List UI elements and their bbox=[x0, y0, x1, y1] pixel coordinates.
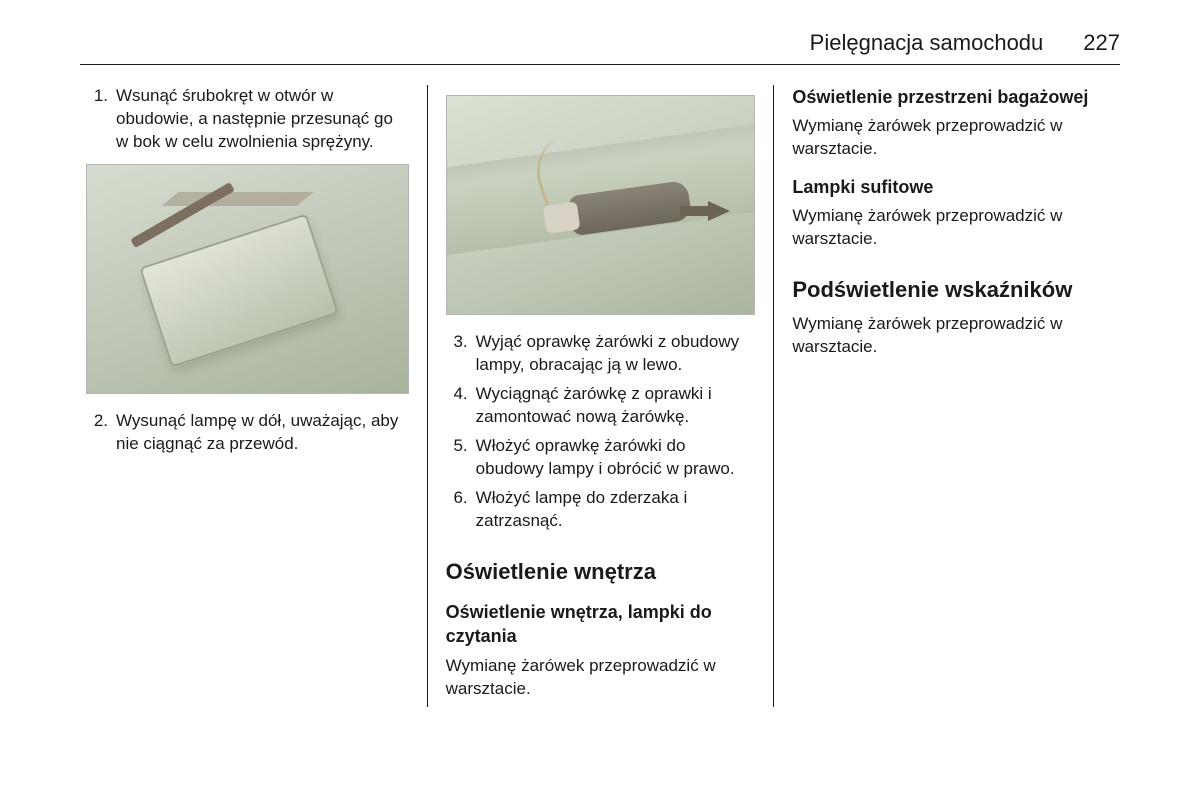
column-3: Oświetlenie przestrzeni bagażowej Wymian… bbox=[773, 85, 1120, 707]
column-1: 1. Wsunąć śrubokręt w otwór w obudowie, … bbox=[80, 85, 427, 707]
subsection-heading-load-compartment: Oświetlenie przestrzeni bagażowej bbox=[792, 85, 1114, 109]
list-item: 1. Wsunąć śrubokręt w otwór w obudowie, … bbox=[86, 85, 409, 154]
figure-decor bbox=[139, 213, 339, 367]
list-item: 4. Wyciągnąć żarówkę z oprawki i zamonto… bbox=[446, 383, 756, 429]
step-number: 1. bbox=[86, 85, 108, 154]
step-number: 4. bbox=[446, 383, 468, 429]
subsection-heading-courtesy-lights: Lampki sufitowe bbox=[792, 175, 1114, 199]
step-text: Wysunąć lampę w dół, uważając, aby nie c… bbox=[116, 410, 409, 456]
steps-list-a-cont: 2. Wysunąć lampę w dół, uważając, aby ni… bbox=[86, 410, 409, 456]
step-text: Włożyć oprawkę żarówki do obudowy lampy … bbox=[476, 435, 756, 481]
body-text: Wymianę żarówek przeprowadzić w warsztac… bbox=[446, 655, 756, 701]
page-header: Pielęgnacja samochodu 227 bbox=[80, 30, 1120, 65]
step-text: Wyjąć oprawkę żarówki z obudowy lampy, o… bbox=[476, 331, 756, 377]
body-text: Wymianę żarówek przeprowadzić w warsztac… bbox=[792, 205, 1114, 251]
figure-decor bbox=[162, 192, 313, 206]
list-item: 6. Włożyć lampę do zderzaka i zatrzasnąć… bbox=[446, 487, 756, 533]
step-number: 3. bbox=[446, 331, 468, 377]
step-number: 2. bbox=[86, 410, 108, 456]
list-item: 5. Włożyć oprawkę żarówki do obudowy lam… bbox=[446, 435, 756, 481]
subsection-heading-reading-lights: Oświetlenie wnętrza, lampki do czytania bbox=[446, 600, 756, 649]
step-text: Wsunąć śrubokręt w otwór w obudowie, a n… bbox=[116, 85, 409, 154]
content-columns: 1. Wsunąć śrubokręt w otwór w obudowie, … bbox=[80, 85, 1120, 707]
body-text: Wymianę żarówek przeprowadzić w warsztac… bbox=[792, 115, 1114, 161]
arrow-right-icon bbox=[708, 201, 730, 221]
figure-remove-lens bbox=[86, 164, 409, 394]
list-item: 3. Wyjąć oprawkę żarówki z obudowy lampy… bbox=[446, 331, 756, 377]
section-heading-interior-lighting: Oświetlenie wnętrza bbox=[446, 557, 756, 587]
manual-page: Pielęgnacja samochodu 227 1. Wsunąć śrub… bbox=[0, 0, 1200, 737]
step-text: Wyciągnąć żarówkę z oprawki i zamontować… bbox=[476, 383, 756, 429]
step-number: 6. bbox=[446, 487, 468, 533]
steps-list-b: 3. Wyjąć oprawkę żarówki z obudowy lampy… bbox=[446, 331, 756, 533]
list-item: 2. Wysunąć lampę w dół, uważając, aby ni… bbox=[86, 410, 409, 456]
chapter-title: Pielęgnacja samochodu bbox=[810, 30, 1044, 56]
page-number: 227 bbox=[1083, 30, 1120, 56]
body-text: Wymianę żarówek przeprowadzić w warsztac… bbox=[792, 313, 1114, 359]
figure-remove-bulb-holder bbox=[446, 95, 756, 315]
step-number: 5. bbox=[446, 435, 468, 481]
steps-list-a: 1. Wsunąć śrubokręt w otwór w obudowie, … bbox=[86, 85, 409, 154]
column-2: 3. Wyjąć oprawkę żarówki z obudowy lampy… bbox=[427, 85, 774, 707]
step-text: Włożyć lampę do zderzaka i zatrzasnąć. bbox=[476, 487, 756, 533]
section-heading-instrument-illumination: Podświetlenie wskaźników bbox=[792, 275, 1114, 305]
